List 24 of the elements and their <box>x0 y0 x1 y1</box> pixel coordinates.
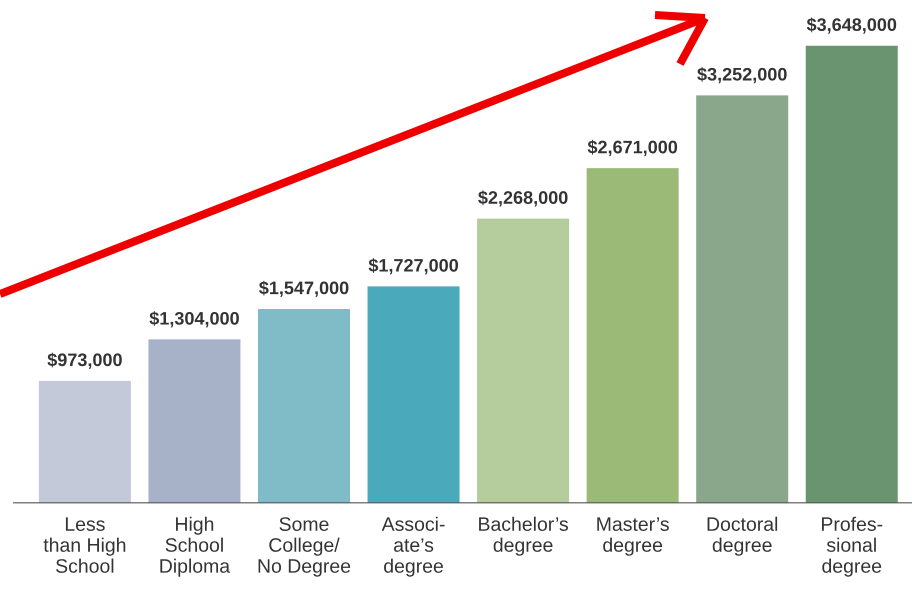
x-tick-label: Doctoral degree <box>708 516 778 556</box>
bar <box>368 286 460 503</box>
bar <box>38 380 131 503</box>
bar <box>148 339 240 503</box>
data-label: $1,547,000 <box>259 280 348 297</box>
bar <box>477 218 570 503</box>
x-tick-label: Profes- sional degree <box>822 516 882 577</box>
bar <box>258 308 350 503</box>
x-tick-label: Associ- ate’s degree <box>382 516 445 577</box>
data-label: $3,252,000 <box>697 67 787 84</box>
x-tick-label: Some College/ No Degree <box>258 517 350 577</box>
x-tick-label: High School Diploma <box>160 516 230 577</box>
data-label: $1,727,000 <box>368 258 458 274</box>
bar <box>696 95 788 503</box>
bar <box>806 46 898 503</box>
bar <box>586 168 679 503</box>
x-tick-label: Bachelor’s degree <box>479 516 568 556</box>
data-label: $3,648,000 <box>806 17 896 34</box>
data-label: $1,304,000 <box>150 311 239 328</box>
data-label: $2,671,000 <box>588 140 678 156</box>
data-label: $2,268,000 <box>478 190 568 207</box>
x-tick-label: Less than High School <box>44 517 126 573</box>
x-tick-label: Master’s degree <box>597 517 669 556</box>
data-label: $973,000 <box>47 352 122 369</box>
